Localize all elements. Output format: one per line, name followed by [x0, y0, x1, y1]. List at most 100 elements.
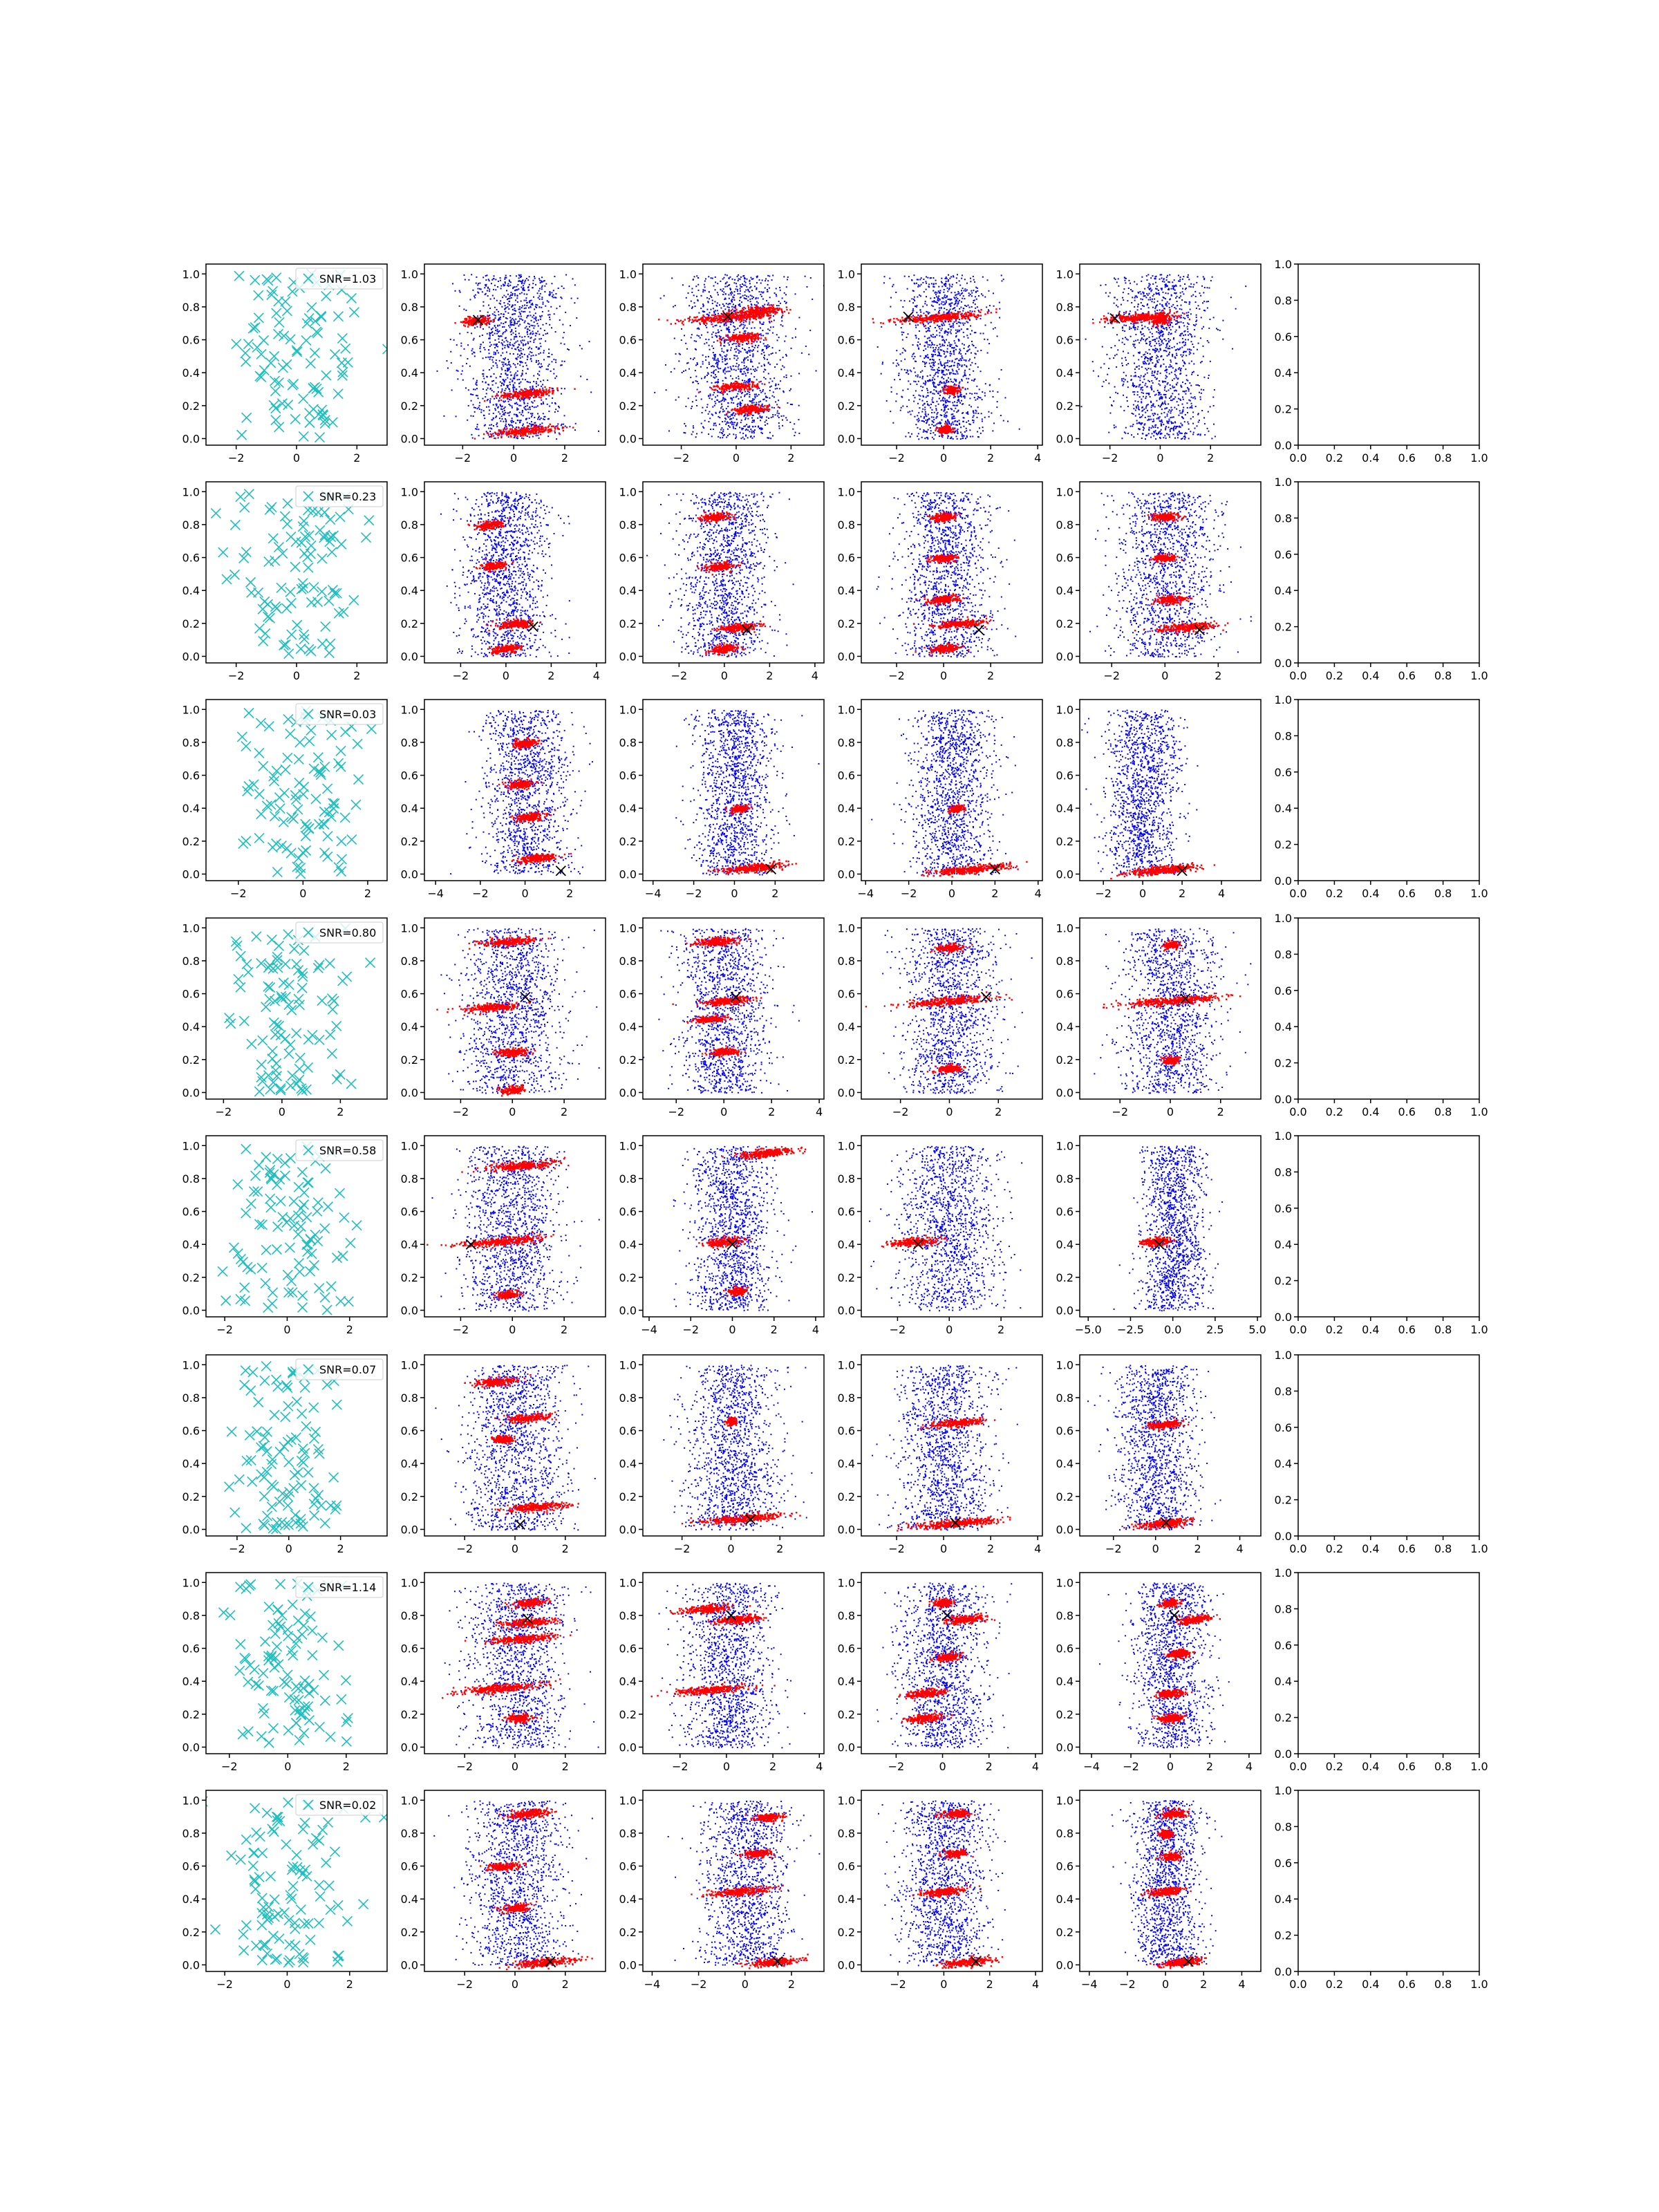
blue-point — [768, 362, 769, 363]
blue-point — [745, 418, 747, 419]
blue-point — [540, 353, 541, 354]
blue-point — [914, 416, 915, 418]
red-point — [737, 382, 738, 383]
blue-point — [529, 306, 531, 308]
blue-point — [932, 347, 934, 348]
blue-point — [512, 418, 513, 419]
red-point — [688, 320, 690, 321]
blue-point — [519, 412, 521, 413]
blue-point — [518, 288, 519, 290]
blue-point — [957, 330, 959, 331]
red-point — [760, 405, 762, 406]
blue-point — [521, 316, 522, 317]
blue-point — [500, 280, 501, 281]
red-point — [540, 397, 541, 398]
blue-point — [977, 406, 979, 408]
red-point — [505, 429, 507, 430]
red-point — [752, 317, 753, 318]
blue-point — [779, 388, 780, 389]
blue-point — [517, 353, 518, 355]
blue-point — [521, 375, 522, 377]
blue-point — [489, 369, 490, 371]
blue-point — [774, 396, 775, 397]
blue-point — [536, 320, 537, 321]
blue-point — [577, 298, 579, 299]
blue-point — [722, 350, 723, 352]
blue-point — [491, 368, 492, 369]
blue-point — [959, 364, 960, 366]
blue-point — [709, 364, 710, 365]
blue-point — [724, 400, 725, 402]
blue-point — [519, 364, 521, 366]
blue-point — [743, 368, 744, 369]
blue-point — [720, 326, 721, 327]
blue-point — [550, 319, 551, 320]
blue-point — [738, 352, 740, 353]
blue-point — [718, 358, 719, 359]
blue-point — [474, 406, 475, 408]
blue-point — [529, 386, 531, 388]
blue-point — [534, 318, 535, 319]
blue-point — [745, 382, 747, 383]
blue-point — [555, 362, 556, 363]
blue-point — [483, 410, 485, 411]
red-point — [731, 386, 733, 388]
blue-point — [487, 399, 489, 400]
blue-point — [521, 274, 522, 276]
blue-point — [493, 435, 494, 437]
blue-point — [696, 433, 697, 434]
blue-point — [502, 348, 503, 350]
blue-point — [679, 354, 681, 355]
blue-point — [555, 409, 556, 410]
blue-point — [543, 350, 545, 351]
red-point — [538, 429, 540, 430]
blue-point — [760, 327, 761, 328]
blue-point — [706, 406, 708, 408]
red-point — [666, 319, 668, 321]
blue-point — [485, 293, 487, 294]
blue-point — [485, 382, 487, 383]
red-point — [547, 431, 549, 433]
red-point — [776, 312, 778, 313]
blue-point — [752, 426, 753, 427]
blue-point — [710, 429, 711, 430]
blue-point — [806, 286, 807, 288]
red-point — [736, 315, 738, 316]
blue-point — [522, 356, 523, 357]
red-point — [779, 308, 780, 309]
blue-point — [683, 432, 684, 433]
blue-point — [742, 400, 743, 401]
blue-point — [527, 409, 529, 410]
blue-point — [944, 414, 945, 415]
blue-point — [739, 300, 740, 301]
blue-point — [774, 292, 776, 294]
red-point — [744, 413, 746, 414]
blue-point — [696, 405, 697, 406]
blue-point — [786, 375, 787, 376]
blue-point — [465, 310, 467, 311]
red-point — [752, 315, 753, 316]
blue-point — [997, 335, 998, 337]
red-point — [513, 434, 514, 435]
red-point — [767, 315, 769, 317]
blue-point — [504, 414, 505, 415]
blue-point — [748, 350, 749, 351]
blue-point — [530, 359, 532, 360]
blue-point — [748, 369, 749, 371]
blue-point — [717, 400, 718, 401]
blue-point — [701, 378, 702, 379]
blue-point — [518, 346, 519, 348]
blue-point — [490, 332, 491, 334]
blue-point — [509, 388, 510, 390]
blue-point — [709, 298, 710, 299]
red-point — [706, 317, 708, 319]
panel-r1-c2-ytick-label: 0.8 — [401, 301, 418, 314]
blue-point — [735, 428, 736, 429]
blue-point — [501, 415, 503, 417]
blue-point — [795, 337, 796, 338]
blue-point — [517, 301, 518, 303]
blue-point — [713, 370, 715, 371]
blue-point — [776, 288, 777, 289]
blue-point — [759, 321, 760, 323]
red-point — [723, 316, 724, 317]
